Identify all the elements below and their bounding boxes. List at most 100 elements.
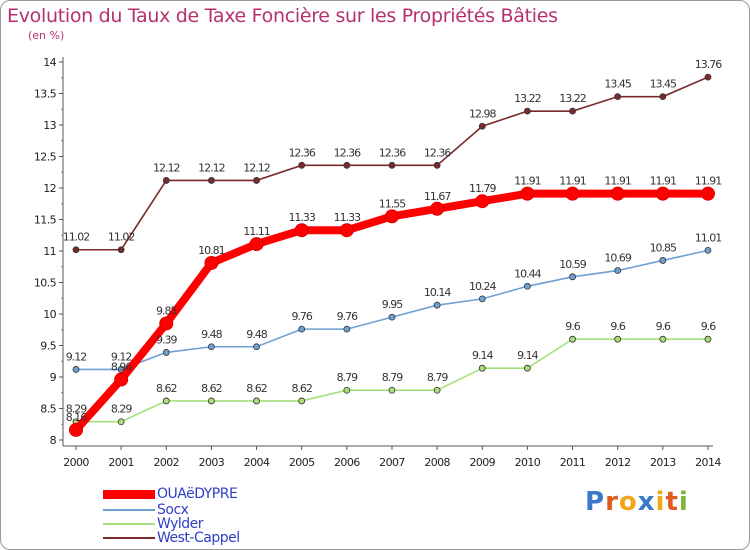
data-label-oua-dypre: 8.16 xyxy=(66,411,87,424)
x-tick-label: 2002 xyxy=(153,456,179,469)
data-label-wylder: 8.79 xyxy=(382,371,403,384)
x-tick-label: 2006 xyxy=(334,456,360,469)
data-label-wylder: 8.79 xyxy=(427,371,448,384)
data-point-west-cappel xyxy=(659,93,667,101)
data-label-oua-dypre: 11.91 xyxy=(650,175,677,188)
data-point-socx xyxy=(72,366,80,373)
data-point-oua-dypre xyxy=(655,186,670,201)
data-point-wylder xyxy=(433,386,441,394)
data-point-oua-dypre xyxy=(520,186,535,201)
data-label-oua-dypre: 11.67 xyxy=(424,190,451,203)
unit-label: (en %) xyxy=(28,29,65,42)
data-point-west-cappel xyxy=(72,246,80,254)
data-point-socx xyxy=(208,343,215,351)
chart-title: Evolution du Taux de Taxe Foncière sur l… xyxy=(7,5,558,27)
data-point-oua-dypre xyxy=(339,223,354,238)
data-point-wylder xyxy=(208,397,215,405)
legend-label: OUAëDYPRE xyxy=(157,486,238,502)
data-label-layer: 11.02 11.02 12.12 12.12 12.12 12.36 12.36 12.36… xyxy=(63,58,723,424)
data-point-wylder xyxy=(162,397,170,405)
data-point-socx xyxy=(569,273,576,281)
data-label-wylder: 9.14 xyxy=(472,349,493,362)
x-tick-label: 2001 xyxy=(108,456,134,469)
data-label-oua-dypre: 11.33 xyxy=(334,211,361,224)
x-tick-label: 2000 xyxy=(63,456,89,469)
data-point-west-cappel xyxy=(524,107,531,115)
data-point-socx xyxy=(704,246,712,254)
data-label-oua-dypre: 11.91 xyxy=(514,175,541,188)
data-point-socx xyxy=(524,282,531,290)
data-label-oua-dypre: 11.91 xyxy=(559,175,586,188)
data-point-oua-dypre xyxy=(700,186,715,201)
y-tick-label: 11.5 xyxy=(34,214,57,227)
x-tick-label: 2013 xyxy=(650,456,676,469)
x-tick-label: 2012 xyxy=(605,456,631,469)
data-label-west-cappel: 12.36 xyxy=(424,146,451,159)
legend-label: Socx xyxy=(157,502,189,518)
data-label-west-cappel: 11.02 xyxy=(63,231,90,244)
data-point-wylder xyxy=(569,335,576,343)
y-tick-label: 9 xyxy=(50,371,57,384)
logo-letter: i xyxy=(678,487,689,517)
data-label-west-cappel: 13.76 xyxy=(695,58,722,71)
data-label-oua-dypre: 11.33 xyxy=(288,211,315,224)
x-tick-label: 2009 xyxy=(469,456,495,469)
y-tick-label: 10 xyxy=(43,308,56,321)
y-tick-label: 8.5 xyxy=(40,403,56,416)
logo-letter: t xyxy=(665,487,679,517)
data-label-wylder: 9.6 xyxy=(701,320,716,333)
proxiti-logo: Proxiti xyxy=(585,487,689,517)
data-label-wylder: 8.29 xyxy=(66,403,87,416)
data-label-west-cappel: 12.98 xyxy=(469,107,496,120)
x-tick-label: 2008 xyxy=(424,456,450,469)
x-tick-label: 2003 xyxy=(199,456,225,469)
data-point-wylder xyxy=(298,397,306,405)
data-point-wylder xyxy=(659,335,667,343)
data-label-oua-dypre: 8.96 xyxy=(111,361,132,374)
data-point-west-cappel xyxy=(388,161,396,169)
data-label-oua-dypre: 11.91 xyxy=(695,175,722,188)
data-label-socx: 10.44 xyxy=(514,267,541,280)
x-tick-label: 2007 xyxy=(379,456,405,469)
data-label-west-cappel: 12.36 xyxy=(288,146,315,159)
logo-letter: P xyxy=(585,487,606,517)
data-label-west-cappel: 12.36 xyxy=(334,146,361,159)
data-point-oua-dypre xyxy=(475,194,490,209)
data-label-wylder: 9.6 xyxy=(656,320,671,333)
legend-swatch-west-cappel xyxy=(103,537,155,539)
data-label-oua-dypre: 11.91 xyxy=(604,175,631,188)
data-point-west-cappel xyxy=(433,161,441,169)
data-point-west-cappel xyxy=(298,161,306,169)
data-label-socx: 10.14 xyxy=(424,286,451,299)
y-tick-label: 14 xyxy=(43,56,56,69)
data-label-west-cappel: 13.22 xyxy=(514,92,541,105)
data-label-west-cappel: 12.12 xyxy=(243,161,270,174)
data-label-wylder: 8.62 xyxy=(291,382,312,395)
data-point-socx xyxy=(162,349,170,356)
data-point-wylder xyxy=(343,386,351,394)
y-tick-label: 12 xyxy=(43,182,56,195)
data-label-wylder: 8.62 xyxy=(201,382,222,395)
data-label-wylder: 8.29 xyxy=(111,403,132,416)
data-point-wylder xyxy=(704,335,712,343)
data-point-socx xyxy=(478,295,486,303)
series-layer xyxy=(69,73,715,437)
data-point-oua-dypre xyxy=(610,186,625,201)
data-point-west-cappel xyxy=(208,177,215,184)
legend-swatch-socx xyxy=(103,509,155,511)
data-label-socx: 10.24 xyxy=(469,280,496,293)
data-point-west-cappel xyxy=(614,93,622,101)
data-label-socx: 11.01 xyxy=(695,231,722,244)
data-label-wylder: 9.6 xyxy=(565,320,580,333)
data-label-west-cappel: 11.02 xyxy=(108,231,135,244)
logo-letter: r xyxy=(605,487,619,517)
data-point-socx xyxy=(388,313,396,321)
legend-label: Wylder xyxy=(157,516,204,532)
data-label-wylder: 8.79 xyxy=(337,371,358,384)
y-tick-label: 12.5 xyxy=(34,151,57,164)
x-tick-label: 2014 xyxy=(695,456,721,469)
data-point-oua-dypre xyxy=(204,255,219,270)
data-label-west-cappel: 13.45 xyxy=(604,78,631,91)
